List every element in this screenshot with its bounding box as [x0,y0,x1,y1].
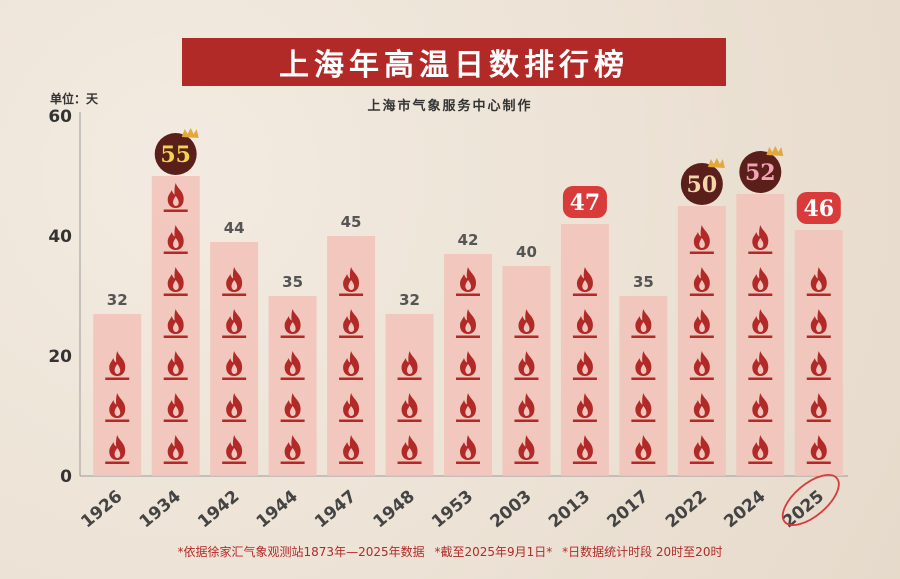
bar [151,176,200,476]
value-badge [680,163,723,205]
crown-icon [707,158,725,168]
value-badge [796,192,841,224]
data-label: 40 [516,243,537,261]
crown-icon [766,146,784,156]
data-label: 44 [224,219,245,237]
label-circle [781,474,840,526]
x-tick-label: 1944 [253,486,302,532]
footer-notes: *依据徐家汇气象观测站1873年—2025年数据 *截至2025年9月1日* *… [0,543,900,560]
x-tick-label: 1926 [77,487,126,533]
x-tick-label: 2025 [779,487,828,533]
bar [619,296,668,476]
value-badge [562,186,607,218]
value-badge [739,151,782,193]
data-label: 52 [745,160,776,186]
data-label: 47 [570,190,601,216]
x-tick-label: 2022 [662,487,711,533]
bar [677,206,726,476]
crown-icon [181,128,199,138]
title-banner: 上海年高温日数排行榜 [182,38,726,86]
data-label: 32 [107,291,128,309]
footer-note: *依据徐家汇气象观测站1873年—2025年数据 [177,545,425,559]
data-label: 42 [458,231,479,249]
chart-title: 上海年高温日数排行榜 [279,48,629,83]
x-tick-label: 2017 [603,487,652,533]
value-badge [154,133,197,175]
bar [560,224,609,476]
data-label: 32 [399,291,420,309]
y-tick-label: 20 [48,347,72,367]
data-label: 46 [803,196,834,222]
data-label: 50 [687,172,718,198]
footer-note: *日数据统计时段 20时至20时 [562,545,723,559]
bar [736,194,785,476]
data-label: 55 [160,142,191,168]
x-tick-label: 1934 [136,486,185,532]
data-label: 35 [633,273,654,291]
x-tick-label: 1942 [194,487,243,533]
bar [268,296,317,476]
x-tick-label: 1947 [311,487,360,533]
y-tick-label: 40 [48,227,72,247]
x-tick-label: 2024 [720,486,769,532]
x-tick-label: 2013 [545,487,594,533]
y-tick-label: 60 [48,107,72,127]
data-label: 45 [341,213,362,231]
data-label: 35 [282,273,303,291]
x-tick-label: 1948 [370,487,419,533]
chart-subtitle: 上海市气象服务中心制作 [367,99,533,114]
x-tick-label: 2003 [487,487,536,533]
footer-note: *截至2025年9月1日* [434,545,553,559]
unit-label: 单位：天 [50,92,99,106]
x-tick-label: 1953 [428,487,477,533]
y-tick-label: 0 [60,467,72,487]
